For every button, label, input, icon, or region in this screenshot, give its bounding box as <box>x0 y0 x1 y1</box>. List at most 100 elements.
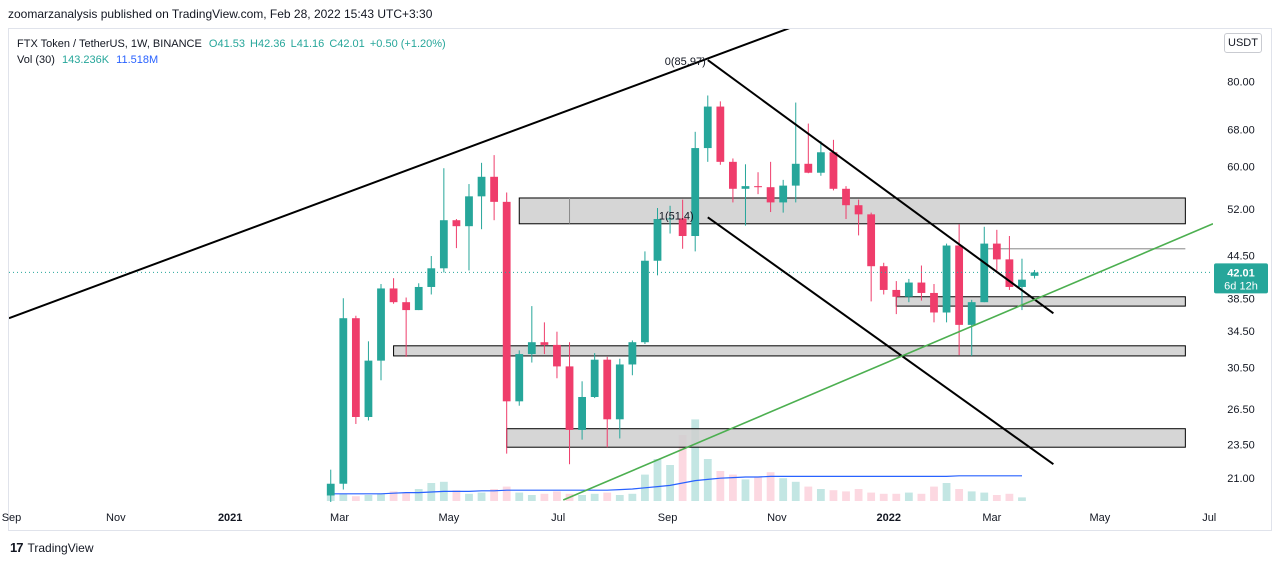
volume-bar <box>729 474 737 501</box>
candle-body <box>615 364 624 420</box>
x-tick-label: Mar <box>982 512 1001 524</box>
candle-body <box>565 366 574 430</box>
candle-body <box>603 359 612 420</box>
volume-bar <box>465 493 473 501</box>
candle-body <box>766 187 775 203</box>
volume-bar <box>791 481 800 501</box>
y-tick-label: 60.00 <box>1227 162 1255 174</box>
x-tick-label: Sep <box>658 512 678 524</box>
support-resistance-zone[interactable] <box>518 197 1186 225</box>
volume-ma-line <box>330 475 1022 495</box>
volume-bar <box>854 489 863 501</box>
y-tick-label: 23.50 <box>1227 440 1255 452</box>
chart-frame <box>8 28 1272 531</box>
publication-header: zoomarzanalysis published on TradingView… <box>0 0 1280 28</box>
volume-bar <box>842 491 850 501</box>
candle-body <box>452 220 461 227</box>
candle-body <box>590 359 599 397</box>
support-resistance-zone[interactable] <box>393 345 1186 357</box>
volume-bar <box>414 489 423 501</box>
publisher-credit: zoomarzanalysis published on TradingView… <box>8 7 433 21</box>
upper-channel-trendline[interactable] <box>9 9 840 320</box>
last-price-label: 42.01 <box>1227 267 1255 279</box>
chart-legend: FTX Token / TetherUS, 1W, BINANCE O41.53… <box>17 36 448 68</box>
legend-symbol[interactable]: FTX Token / TetherUS, 1W, BINANCE <box>17 38 202 50</box>
candle-body <box>1018 279 1026 287</box>
x-tick-label: Nov <box>106 512 126 524</box>
y-tick-label: 34.50 <box>1227 326 1255 338</box>
candle-body <box>729 161 737 189</box>
candle-body <box>967 302 976 325</box>
legend-ohlc-row: FTX Token / TetherUS, 1W, BINANCE O41.53… <box>17 36 448 52</box>
volume-bar <box>351 496 360 501</box>
support-resistance-zone[interactable] <box>506 428 1186 448</box>
y-tick-label: 68.00 <box>1227 125 1255 137</box>
candle-body <box>427 268 436 287</box>
candle-body <box>1030 272 1039 276</box>
candle-body <box>779 185 788 203</box>
tradingview-logo-icon: 17 <box>10 540 24 555</box>
rising-support-trendline[interactable] <box>562 223 1213 501</box>
candle-body <box>716 106 725 162</box>
y-tick-label: 80.00 <box>1227 76 1255 88</box>
volume-bar <box>967 491 976 501</box>
fibonacci-label: 0(85.97) <box>665 56 706 68</box>
legend-open: O41.53 <box>208 38 245 50</box>
candle-body <box>754 186 762 188</box>
volume-bar <box>590 493 599 501</box>
candle-body <box>703 106 712 149</box>
volume-bar <box>1005 493 1014 501</box>
candle-body <box>804 163 813 173</box>
y-tick-label: 26.50 <box>1227 404 1255 416</box>
volume-bar <box>339 493 348 501</box>
y-tick-label: 21.00 <box>1227 473 1255 485</box>
volume-bar <box>779 478 788 501</box>
candle-body <box>553 344 561 367</box>
currency-button[interactable]: USDT <box>1224 33 1262 53</box>
legend-change: +0.50 (+1.20%) <box>369 38 446 50</box>
legend-close: C42.01 <box>329 38 365 50</box>
y-tick-label: 44.50 <box>1227 250 1255 262</box>
legend-volume-label[interactable]: Vol (30) <box>17 54 55 66</box>
y-tick-label: 52.00 <box>1227 204 1255 216</box>
volume-bar <box>490 489 499 501</box>
volume-bar <box>666 465 674 501</box>
volume-bar <box>992 495 1001 501</box>
candle-body <box>867 214 876 267</box>
candle-body <box>879 266 888 290</box>
candle-body <box>666 218 674 220</box>
candle-body <box>892 289 901 297</box>
volume-bar <box>892 493 901 501</box>
candle-body <box>339 318 348 484</box>
candle-body <box>816 152 825 173</box>
candle-body <box>326 483 335 496</box>
x-tick-label: 2021 <box>218 512 242 524</box>
volume-bar <box>477 492 486 501</box>
volume-bar <box>653 459 662 501</box>
falling-support-trendline[interactable] <box>707 216 1054 466</box>
candle-body <box>414 286 423 311</box>
volume-bar <box>527 495 536 501</box>
x-tick-label: Sep <box>2 512 22 524</box>
volume-bar <box>879 493 888 501</box>
x-tick-label: Jul <box>551 512 565 524</box>
volume-bar <box>540 493 549 501</box>
candle-body <box>540 342 549 345</box>
candle-body <box>930 292 938 313</box>
x-tick-label: Mar <box>330 512 349 524</box>
candle-body <box>402 302 411 311</box>
tradingview-footer: 17 TradingView <box>10 540 94 558</box>
volume-bar <box>816 489 825 501</box>
candle-body <box>439 220 448 269</box>
candle-body <box>854 205 863 215</box>
candle-body <box>389 288 398 303</box>
candle-body <box>992 243 1001 260</box>
falling-resistance-trendline[interactable] <box>707 59 1054 315</box>
x-tick-label: 2022 <box>877 512 901 524</box>
candle-body <box>791 163 800 186</box>
volume-bar <box>553 491 561 501</box>
candle-body <box>364 360 373 417</box>
volume-bar <box>1018 497 1026 501</box>
volume-bar <box>578 495 586 501</box>
